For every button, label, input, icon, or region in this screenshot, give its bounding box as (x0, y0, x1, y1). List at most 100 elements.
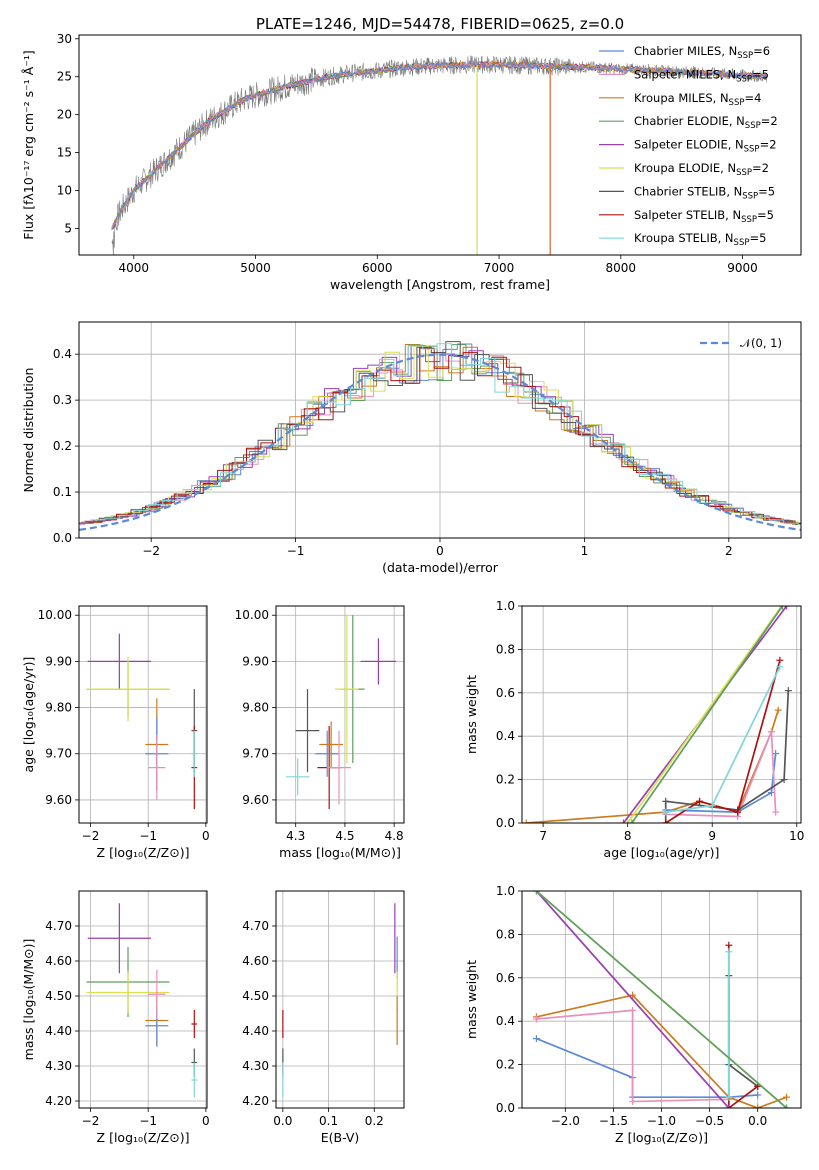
axes-frame (78, 890, 208, 1109)
weight-marker (629, 1006, 637, 1014)
y-tick-label: 0.0 (496, 816, 515, 830)
x-axis-label: wavelength [Angstrom, rest frame] (330, 277, 550, 292)
weight-marker (522, 819, 530, 823)
weight-marker (783, 1104, 791, 1108)
y-tick-label: 9.90 (45, 654, 72, 668)
legend-label-sub: SSP (736, 168, 752, 178)
y-tick-label: 4.70 (45, 919, 72, 933)
weight-marker (754, 1091, 762, 1099)
legend-label-tail: =5 (749, 231, 766, 245)
x-axis-label: Z [log₁₀(Z/Z⊙)] (97, 845, 190, 860)
axes-frame (275, 605, 405, 824)
figure-title: PLATE=1246, MJD=54478, FIBERID=0625, z=0… (256, 15, 624, 33)
x-axis-label: Z [log₁₀(Z/Z⊙)] (97, 1130, 190, 1145)
x-tick-label: 9000 (727, 261, 758, 275)
x-tick-label: 4.3 (286, 829, 305, 843)
axes-frame (521, 890, 802, 1109)
error-bar-point (327, 730, 351, 805)
error-bar-point (335, 615, 359, 763)
y-tick-label: 4.50 (45, 989, 72, 1003)
y-tick-label: 0.6 (496, 971, 515, 985)
weight-marker (532, 1015, 540, 1023)
legend-label-main: Chabrier ELODIE, N (634, 114, 745, 128)
legend-label-tail: =2 (761, 114, 778, 128)
axes-frame (521, 605, 802, 824)
weight-series-line (665, 660, 781, 823)
y-axis-label: mass weight (464, 960, 479, 1039)
y-tick-label: 30 (57, 32, 72, 46)
legend-label-tail: =5 (758, 184, 775, 198)
y-axis-label: Flux [fλ10⁻¹⁷ erg cm⁻² s⁻¹ Å⁻¹] (21, 50, 36, 239)
x-tick-label: −2 (82, 829, 100, 843)
plot-area (285, 615, 397, 810)
x-tick-label: −2.0 (551, 1114, 580, 1128)
y-tick-label: 9.70 (45, 747, 72, 761)
weight-marker (532, 891, 540, 895)
weight-marker (754, 1104, 762, 1108)
normal-curve-line (79, 353, 801, 531)
panel-residuals: −2 −1 0 1 2 0.0 0.1 0.2 0.3 0.4 (data-model)/error… (21, 321, 802, 575)
panel-mass_vs_ebv: 0.0 0.1 0.2 4.20 4.30 4.40 4.50 4.60 4.70 E(B-V) (242, 890, 405, 1145)
x-tick-label: −1.0 (647, 1114, 676, 1128)
x-tick-label: 4.5 (335, 829, 354, 843)
plot-area (86, 903, 198, 1098)
x-axis-label: Z [log₁₀(Z/Z⊙)] (615, 1130, 708, 1145)
legend-label-tail: =2 (752, 161, 769, 175)
y-tick-label: 9.80 (242, 701, 269, 715)
legend-label-tail: =2 (760, 138, 777, 152)
weight-marker (662, 819, 670, 823)
y-tick-label: 4.20 (242, 1094, 269, 1108)
weight-series-line (536, 1037, 758, 1099)
plot-area (282, 903, 398, 1098)
x-tick-label: 8 (624, 829, 632, 843)
weight-series-line (665, 731, 777, 818)
panel-age_vs_mass: 4.3 4.5 4.8 9.60 9.70 9.80 9.90 10.00 mass [log₁… (235, 605, 405, 860)
y-tick-label: 4.20 (45, 1094, 72, 1108)
weight-series-line (526, 709, 780, 823)
y-tick-label: 9.60 (242, 793, 269, 807)
weight-marker (784, 687, 792, 695)
y-tick-label: 0.2 (496, 773, 515, 787)
y-tick-label: 0.2 (53, 439, 72, 453)
legend-label-main: Chabrier STELIB, N (634, 184, 742, 198)
legend-label-sub: SSP (741, 215, 757, 225)
legend-label: Chabrier ELODIE, NSSP=2 (634, 114, 778, 131)
x-tick-label: 0.0 (273, 1114, 292, 1128)
y-tick-label: 25 (57, 70, 72, 84)
x-tick-label: −1.5 (599, 1114, 628, 1128)
weight-marker (708, 802, 716, 810)
x-tick-label: 7000 (484, 261, 515, 275)
weight-series-line (536, 1009, 729, 1103)
error-bar-point (315, 730, 340, 777)
panel-mass_vs_Z: −2 −1 0 4.20 4.30 4.40 4.50 4.60 4.70 Z [log₁₀(Z/… (21, 890, 210, 1145)
x-tick-label: 0 (202, 1114, 210, 1128)
weight-marker (532, 1035, 540, 1043)
error-bar-point (87, 633, 152, 690)
legend-label-sub: SSP (742, 191, 758, 201)
legend-label-tail: =5 (752, 67, 769, 81)
legend-label-sub: SSP (745, 121, 761, 131)
y-tick-label: 4.40 (242, 1024, 269, 1038)
y-tick-label: 1.0 (496, 884, 515, 898)
axes-frame (78, 321, 802, 539)
y-tick-label: 4.60 (242, 954, 269, 968)
legend-label-sub: SSP (729, 98, 745, 108)
weight-marker (696, 797, 704, 805)
x-axis-label: mass [log₁₀(M/M⊙)] (279, 845, 401, 860)
weight-marker (619, 819, 627, 823)
weight-marker (776, 663, 784, 671)
plot-area (79, 341, 801, 531)
weight-marker (662, 797, 670, 805)
error-bar-point (191, 730, 198, 777)
y-tick-label: 5 (64, 221, 72, 235)
weight-marker (624, 819, 632, 823)
y-tick-label: 9.80 (45, 701, 72, 715)
legend-label-tail: =4 (744, 91, 761, 105)
error-bar-point (191, 1062, 198, 1098)
y-tick-label: 4.50 (242, 989, 269, 1003)
x-tick-label: 6000 (362, 261, 393, 275)
y-tick-label: 10 (57, 184, 72, 198)
x-tick-label: 10 (789, 829, 804, 843)
y-tick-label: 10.00 (38, 608, 72, 622)
